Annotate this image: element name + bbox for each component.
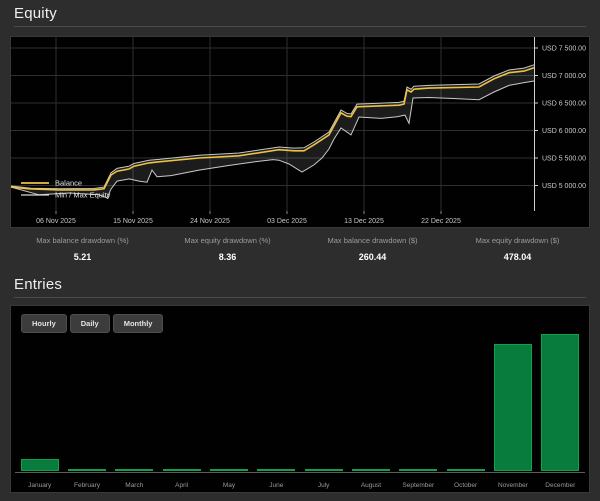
month-label-january: January [28, 482, 52, 489]
x-tick-label: 22 Dec 2025 [421, 218, 461, 225]
bar-slot-october [442, 331, 489, 471]
y-tick-label: USD 5 000.00 [542, 183, 586, 190]
equity-line-chart[interactable]: USD 7 500.00 USD 7 000.00 USD 6 500.00 USD … [11, 37, 589, 227]
entries-bar-october[interactable] [446, 469, 485, 471]
month-label-october: October [454, 482, 478, 489]
bar-slot-september [395, 331, 442, 471]
entries-bar-chart[interactable] [16, 331, 584, 471]
equity-section-title: Equity [14, 5, 57, 22]
bar-slot-july [300, 331, 347, 471]
stat-value: 260.44 [358, 252, 387, 262]
entries-month-labels: January February March April May June July Augu… [16, 482, 584, 489]
stat-max-balance-drawdown-usd: Max balance drawdown ($) 260.44 [300, 236, 445, 262]
stat-label: Max equity drawdown (%) [184, 236, 271, 245]
entries-bar-march[interactable] [115, 469, 154, 471]
entries-bar-july[interactable] [304, 469, 343, 471]
stat-value: 8.36 [218, 252, 237, 262]
stat-max-equity-drawdown-pct: Max equity drawdown (%) 8.36 [155, 236, 300, 262]
month-label-february: February [73, 482, 100, 489]
entries-bar-january[interactable] [20, 459, 59, 471]
month-label-november: November [497, 482, 528, 489]
entries-section-title: Entries [14, 276, 63, 293]
entries-bar-november[interactable] [494, 344, 532, 471]
stat-value: 5.21 [73, 252, 92, 262]
x-tick-label: 06 Nov 2025 [36, 218, 76, 225]
daily-view-button[interactable]: Daily [69, 314, 110, 333]
x-tick-label: 24 Nov 2025 [190, 218, 230, 225]
bar-slot-may [205, 331, 252, 471]
stat-label: Max equity drawdown ($) [475, 236, 560, 245]
entries-chart-panel: Hourly Daily Monthly January February Marc… [10, 305, 590, 493]
balance-line [11, 67, 535, 191]
stat-max-equity-drawdown-usd: Max equity drawdown ($) 478.04 [445, 236, 590, 262]
equity-chart-panel: USD 7 500.00 USD 7 000.00 USD 6 500.00 USD … [10, 36, 590, 228]
bar-slot-february [63, 331, 110, 471]
entries-x-axis-line [15, 472, 585, 473]
entries-view-switcher: Hourly Daily Monthly [21, 314, 166, 333]
entries-bar-september[interactable] [399, 469, 438, 471]
bar-slot-march [111, 331, 158, 471]
bar-slot-january [16, 331, 63, 471]
bar-slot-june [253, 331, 300, 471]
equity-header-divider [14, 26, 586, 27]
min-equity-line [11, 80, 535, 199]
stat-label: Max balance drawdown ($) [327, 236, 418, 245]
stat-label: Max balance drawdown (%) [36, 236, 129, 245]
monthly-view-button[interactable]: Monthly [112, 314, 164, 333]
entries-bar-february[interactable] [68, 469, 106, 471]
y-tick-label: USD 7 500.00 [542, 45, 586, 52]
month-label-july: July [317, 482, 330, 489]
bar-slot-april [158, 331, 205, 471]
month-label-may: May [222, 482, 236, 489]
entries-bar-june[interactable] [257, 469, 296, 471]
month-label-march: March [125, 482, 144, 489]
y-tick-label: USD 5 500.00 [542, 155, 586, 162]
entries-bar-april[interactable] [162, 469, 201, 471]
bar-slot-november [489, 331, 536, 471]
x-tick-label: 03 Dec 2025 [267, 218, 307, 225]
hourly-view-button[interactable]: Hourly [21, 314, 67, 333]
x-tick-label: 15 Nov 2025 [113, 218, 153, 225]
month-label-september: September [402, 482, 435, 489]
y-tick-label: USD 6 500.00 [542, 100, 586, 107]
month-label-august: August [360, 482, 382, 489]
stat-value: 478.04 [503, 252, 532, 262]
legend-label: Balance [55, 179, 82, 188]
entries-bar-august[interactable] [352, 469, 390, 471]
max-equity-line [11, 64, 535, 190]
month-label-april: April [175, 482, 189, 489]
y-tick-label: USD 7 000.00 [542, 73, 586, 80]
y-tick-label: USD 6 000.00 [542, 128, 586, 135]
month-label-december: December [545, 482, 576, 489]
legend-label: Min / Max Equity [55, 191, 111, 200]
bar-slot-august [347, 331, 394, 471]
equity-stats-row: Max balance drawdown (%) 5.21 Max equity… [10, 236, 590, 262]
entries-bar-december[interactable] [541, 334, 580, 471]
x-tick-label: 13 Dec 2025 [344, 218, 384, 225]
stat-max-balance-drawdown-pct: Max balance drawdown (%) 5.21 [10, 236, 155, 262]
entries-header-divider [14, 297, 586, 298]
entries-bar-may[interactable] [210, 469, 248, 471]
month-label-june: June [269, 482, 284, 489]
bar-slot-december [537, 331, 584, 471]
